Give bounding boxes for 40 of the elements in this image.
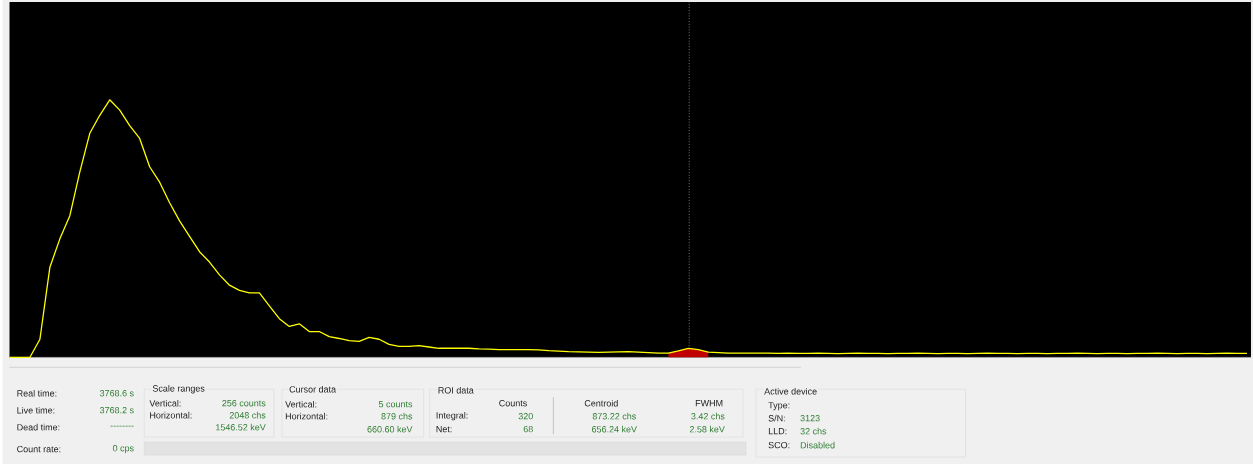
text: 68 [523,425,533,433]
text: ROI data [438,386,474,394]
text: 3768.6 s [99,389,134,397]
text: FWHM [695,400,723,407]
text: 879 chs [381,412,413,420]
text: Real time: [17,389,57,397]
text: S/N: [768,414,785,422]
text: Disabled [800,441,835,449]
text: 3768.2 s [99,406,134,414]
text: -------- [110,425,134,427]
text: Type: [768,402,790,411]
text: SCO: [768,441,790,449]
text: Net: [436,425,452,433]
text: 0 cps [112,444,134,454]
text: Horizontal: [150,411,192,419]
text: Integral: [436,411,468,421]
text: 3.42 chs [691,412,725,420]
text: Horizontal: [285,412,328,420]
text: LLD: [768,428,787,435]
text: Active device [764,387,817,395]
text: Dead time: [17,423,60,431]
text: 1546.52 keV [216,423,266,431]
text: Vertical: [285,400,317,408]
text: Count rate: [17,445,61,453]
text: Cursor data [289,385,337,393]
text: 320 [518,412,533,420]
text: 3123 [800,414,820,422]
text: Counts [499,399,527,407]
text: 5 counts [378,401,413,408]
text: 2.58 keV [689,425,725,433]
text: 660.60 keV [367,425,413,433]
text: Scale ranges [152,385,205,394]
text: 656.24 keV [592,425,637,433]
text: Live time: [17,406,55,414]
text: 873.22 chs [592,412,636,420]
text: 2048 chs [229,411,266,419]
text: Vertical: [149,399,181,407]
text: 256 counts [222,399,266,407]
text: Centroid [584,399,618,407]
text: 32 chs [800,427,827,435]
